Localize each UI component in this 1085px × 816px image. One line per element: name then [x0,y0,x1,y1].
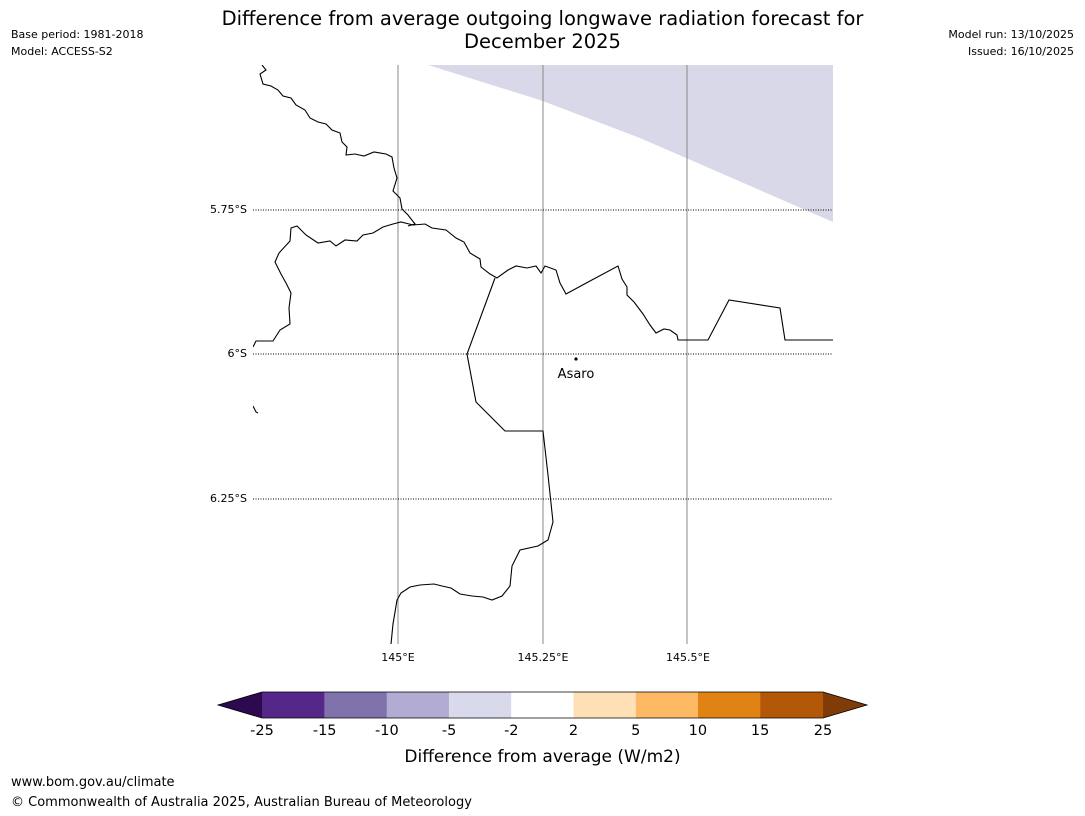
colorbar-segment [697,692,761,718]
colorbar-tick-label: -5 [442,723,456,739]
metadata-right: Model run: 13/10/2025 Issued: 16/10/2025 [948,26,1074,60]
longitude-label-145e: 145°E [381,651,414,664]
map-title: Difference from average outgoing longwav… [0,7,1085,53]
latitude-label-6-25s: 6.25°S [210,492,247,505]
colorbar-segment [760,692,823,718]
map-panel: Asaro [253,65,833,644]
colorbar-tick-label: 5 [631,723,640,739]
colorbar-tick-label: -25 [250,723,274,739]
longitude-label-145-25e: 145.25°E [518,651,569,664]
colorbar: -25 -15 -10 -5 -2 2 5 10 15 25 Differenc… [216,691,869,767]
colorbar-tick-label: -15 [313,723,337,739]
colorbar-tick-label: 10 [689,723,707,739]
colorbar-extend-above [823,692,867,718]
colorbar-tick-label: 2 [569,723,578,739]
issued-text: Issued: 16/10/2025 [967,45,1074,58]
asaro-place-label: Asaro [558,367,595,382]
colorbar-segment [324,692,387,718]
colorbar-segment [511,692,574,718]
model-run-text: Model run: 13/10/2025 [948,28,1074,41]
boundary-line-northwest [259,65,416,227]
base-period-text: Base period: 1981-2018 [11,28,144,41]
footer-copyright: © Commonwealth of Australia 2025, Austra… [11,795,472,810]
colorbar-outline [216,691,869,719]
longitude-label-145-5e: 145.5°E [666,651,710,664]
colorbar-tick-label: -2 [504,723,518,739]
map-title-line-2: December 2025 [464,30,621,53]
model-text: Model: ACCESS-S2 [11,45,113,58]
latitude-label-5-75s: 5.75°S [210,203,247,216]
colorbar-segment [386,692,450,718]
colorbar-tick-label: 15 [751,723,769,739]
colorbar-tick-label: 25 [814,723,832,739]
colorbar-extend-below [218,692,262,718]
boundary-fragment-west [253,405,259,414]
colorbar-segment [449,692,512,718]
colorbar-tick-label: -10 [375,723,399,739]
asaro-location-marker [574,357,578,361]
anomaly-shading-region [428,65,833,222]
footer-url: www.bom.gov.au/climate [11,775,175,790]
boundary-line-south [390,277,554,644]
colorbar-segment [573,692,636,718]
colorbar-title: Difference from average (W/m2) [404,747,680,767]
boundary-line-central [253,221,833,348]
map-title-line-1: Difference from average outgoing longwav… [221,7,864,30]
colorbar-segment [262,692,325,718]
metadata-left: Base period: 1981-2018 Model: ACCESS-S2 [11,26,143,60]
latitude-label-6s: 6°S [228,347,247,360]
colorbar-segment [635,692,698,718]
